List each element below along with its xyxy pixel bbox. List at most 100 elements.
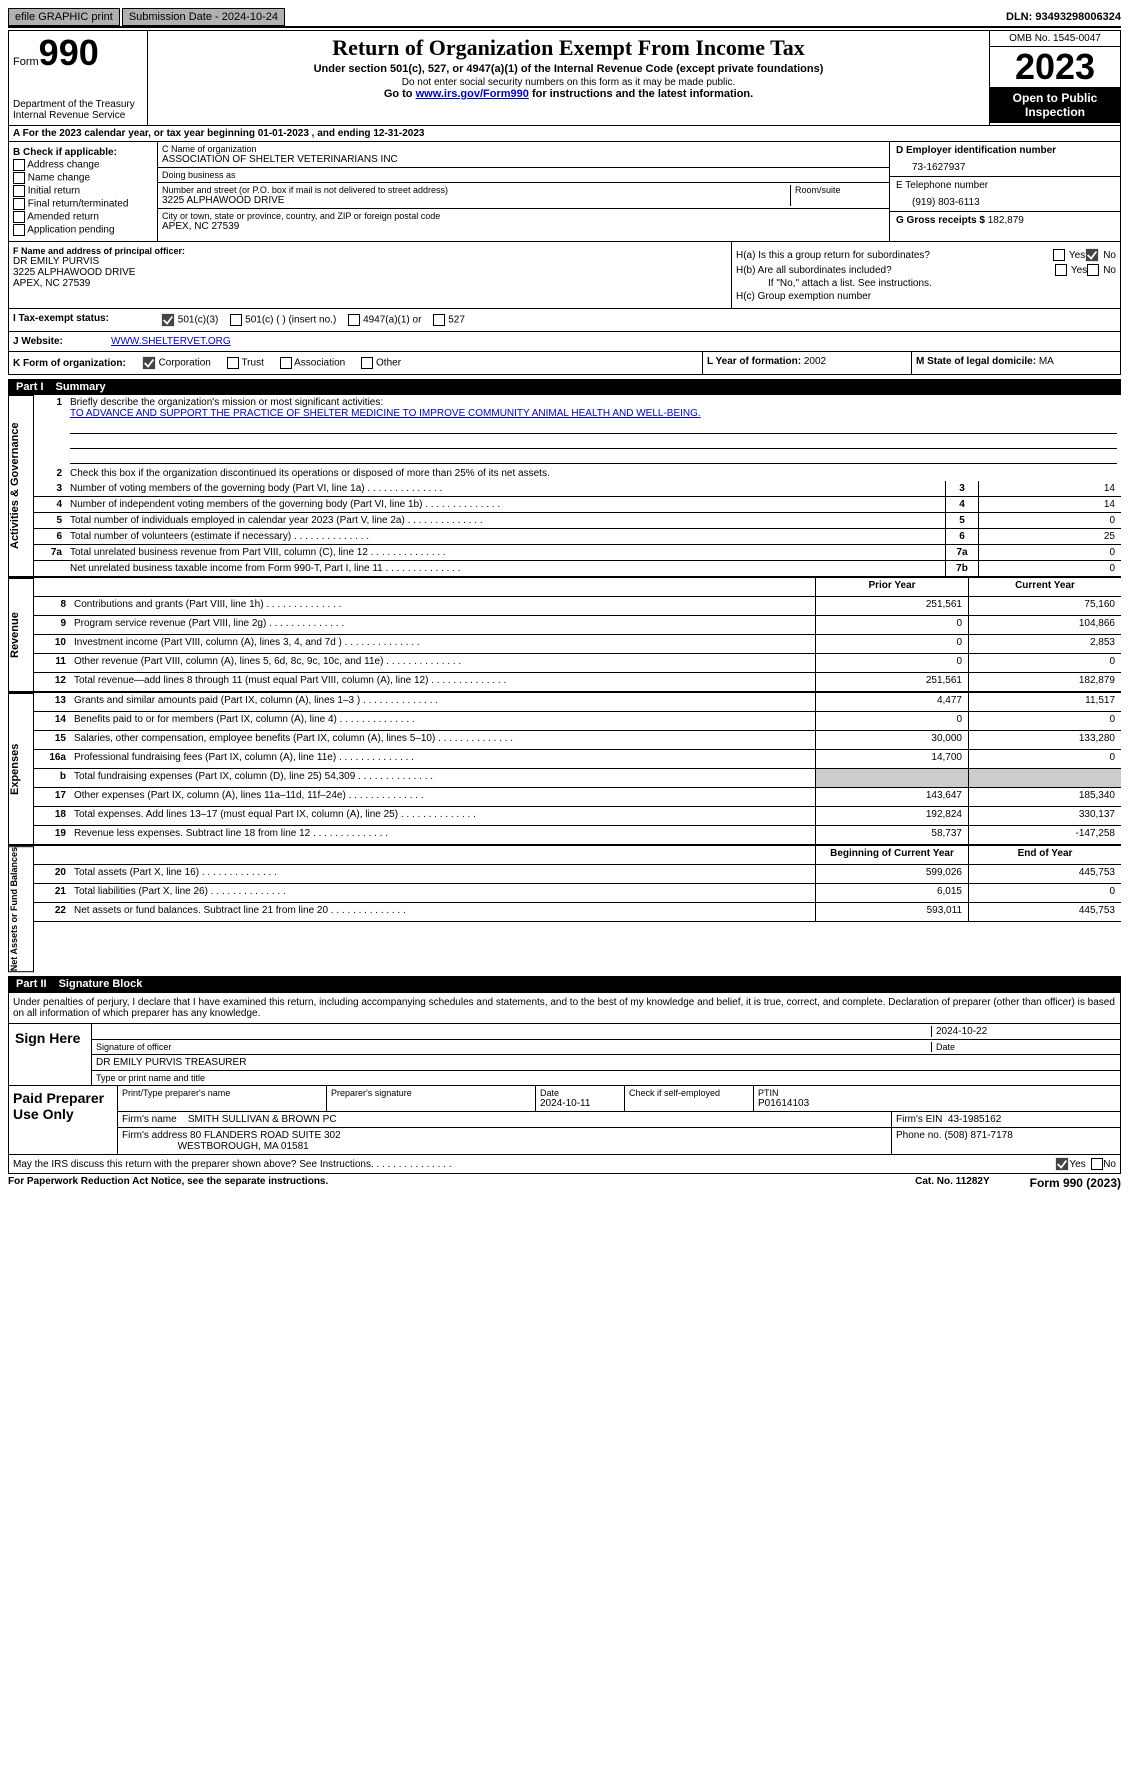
part2-header: Part II Signature Block: [8, 976, 1121, 992]
firm-ein: 43-1985162: [948, 1114, 1001, 1125]
colb-checkbox[interactable]: [13, 159, 25, 171]
prior-year-value: [815, 769, 968, 787]
firm-label: Firm's name: [122, 1114, 177, 1125]
check-icon: [1055, 1157, 1069, 1171]
colb-checkbox[interactable]: [13, 211, 25, 223]
officer-label: F Name and address of principal officer:: [13, 246, 727, 256]
check-icon: [1085, 248, 1099, 262]
firm-name: SMITH SULLIVAN & BROWN PC: [188, 1114, 337, 1125]
current-year-value: 0: [968, 712, 1121, 730]
officer-sig: DR EMILY PURVIS TREASURER: [96, 1057, 1116, 1068]
org-name: ASSOCIATION OF SHELTER VETERINARIANS INC: [162, 154, 885, 165]
net-vtab: Net Assets or Fund Balances: [8, 846, 34, 972]
part1-title: Summary: [56, 381, 106, 393]
colb-checkbox[interactable]: [13, 198, 25, 210]
prep-date-label: Date: [540, 1088, 620, 1098]
colb-item: Name change: [28, 173, 90, 184]
current-year-value: 445,753: [968, 865, 1121, 883]
part1-header: Part I Summary: [8, 379, 1121, 395]
prior-year-value: 599,026: [815, 865, 968, 883]
tel-label: E Telephone number: [896, 180, 1114, 191]
firm-addr-label: Firm's address: [122, 1130, 187, 1141]
colb-checkbox[interactable]: [13, 224, 25, 236]
revenue-section: Revenue Prior YearCurrent Year 8Contribu…: [8, 577, 1121, 692]
current-year-value: 330,137: [968, 807, 1121, 825]
discuss-row: May the IRS discuss this return with the…: [8, 1155, 1121, 1174]
dln-label: DLN: 93493298006324: [1006, 11, 1121, 23]
prior-year-value: 58,737: [815, 826, 968, 844]
current-year-value: 133,280: [968, 731, 1121, 749]
hc-question: H(c) Group exemption number: [736, 291, 871, 302]
prior-year-value: 251,561: [815, 673, 968, 691]
klm-row: K Form of organization: Corporation Trus…: [8, 352, 1121, 375]
hb-yes: Yes: [1071, 265, 1087, 276]
colb-item: Initial return: [28, 186, 80, 197]
te-527-checkbox[interactable]: [433, 314, 445, 326]
te-501c-checkbox[interactable]: [230, 314, 242, 326]
boy-header: Beginning of Current Year: [815, 846, 968, 864]
firm-ein-label: Firm's EIN: [896, 1114, 942, 1125]
prior-year-value: 0: [815, 616, 968, 634]
sig-date: 2024-10-22: [931, 1026, 1116, 1037]
prior-year-value: 0: [815, 712, 968, 730]
prior-year-value: 0: [815, 654, 968, 672]
te-501c3: 501(c)(3): [178, 315, 219, 326]
sign-here-label: Sign Here: [9, 1024, 92, 1085]
goto-line: Go to www.irs.gov/Form990 for instructio…: [152, 88, 985, 100]
submission-date-button[interactable]: Submission Date - 2024-10-24: [122, 8, 285, 26]
main-grid: B Check if applicable: Address change Na…: [8, 142, 1121, 242]
k-other-checkbox[interactable]: [361, 357, 373, 369]
city-label: City or town, state or province, country…: [162, 211, 885, 221]
colb-checkbox[interactable]: [13, 185, 25, 197]
row-text: Revenue less expenses. Subtract line 18 …: [70, 826, 815, 844]
colb-checkbox[interactable]: [13, 172, 25, 184]
row-text: Total liabilities (Part X, line 26): [70, 884, 815, 902]
part2-title: Signature Block: [59, 978, 143, 990]
officer-name: DR EMILY PURVIS: [13, 256, 727, 267]
addr-label: Number and street (or P.O. box if mail i…: [162, 185, 790, 195]
prior-year-value: 0: [815, 635, 968, 653]
rev-vtab: Revenue: [8, 578, 34, 692]
row-text: Total revenue—add lines 8 through 11 (mu…: [70, 673, 815, 691]
current-year-value: 445,753: [968, 903, 1121, 921]
summary-text: Number of independent voting members of …: [66, 497, 945, 512]
summary-text: Total number of volunteers (estimate if …: [66, 529, 945, 544]
colb-item: Final return/terminated: [28, 199, 129, 210]
k-assoc-checkbox[interactable]: [280, 357, 292, 369]
current-year-value: 185,340: [968, 788, 1121, 806]
te-4947-checkbox[interactable]: [348, 314, 360, 326]
form-header: Form990 Department of the Treasury Inter…: [8, 30, 1121, 126]
website-link[interactable]: WWW.SHELTERVET.ORG: [111, 336, 231, 347]
k-trust-checkbox[interactable]: [227, 357, 239, 369]
row-text: Total assets (Part X, line 16): [70, 865, 815, 883]
current-year-value: 75,160: [968, 597, 1121, 615]
goto-link[interactable]: www.irs.gov/Form990: [416, 88, 529, 100]
tax-exempt-label: I Tax-exempt status:: [9, 309, 157, 331]
prior-year-value: 30,000: [815, 731, 968, 749]
ha-question: H(a) Is this a group return for subordin…: [736, 250, 1053, 261]
k-assoc: Association: [294, 358, 345, 369]
te-527: 527: [448, 315, 465, 326]
prep-date: 2024-10-11: [540, 1098, 620, 1109]
hb-no-checkbox[interactable]: [1087, 264, 1099, 276]
k-other: Other: [376, 358, 401, 369]
netassets-section: Net Assets or Fund Balances Beginning of…: [8, 845, 1121, 972]
current-year-value: 104,866: [968, 616, 1121, 634]
prep-sig-label: Preparer's signature: [331, 1088, 531, 1098]
hb-yes-checkbox[interactable]: [1055, 264, 1067, 276]
prior-year-value: 593,011: [815, 903, 968, 921]
phone-value: (508) 871-7178: [944, 1130, 1012, 1141]
efile-button[interactable]: efile GRAPHIC print: [8, 8, 120, 26]
ha-yes-checkbox[interactable]: [1053, 249, 1065, 261]
prior-year-value: 251,561: [815, 597, 968, 615]
discuss-yes: Yes: [1069, 1159, 1085, 1170]
l-label: L Year of formation:: [707, 356, 804, 367]
te-4947: 4947(a)(1) or: [363, 315, 421, 326]
k-trust: Trust: [241, 358, 263, 369]
k-corp: Corporation: [159, 358, 211, 369]
discuss-no-checkbox[interactable]: [1091, 1158, 1103, 1170]
part2-label: Part II: [16, 978, 47, 990]
officer-addr2: APEX, NC 27539: [13, 278, 727, 289]
summary-text: Total unrelated business revenue from Pa…: [66, 545, 945, 560]
summary-text: Net unrelated business taxable income fr…: [66, 561, 945, 576]
